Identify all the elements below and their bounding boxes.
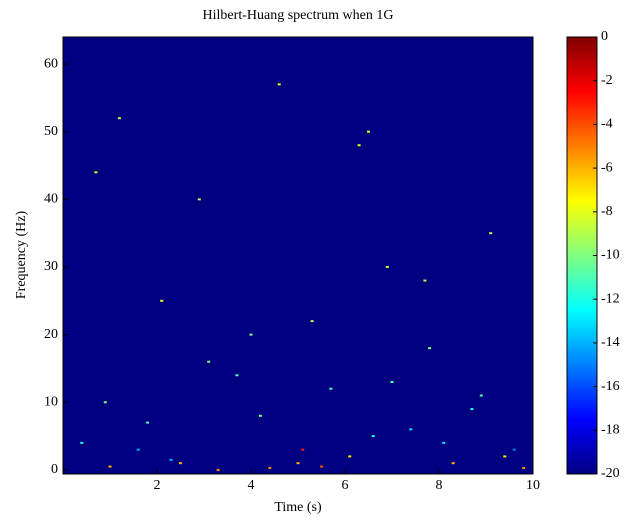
spectrum-point: [197, 198, 201, 201]
y-tick-label: 60: [44, 56, 58, 71]
spectrum-point: [80, 441, 84, 444]
y-tick-label: 40: [44, 192, 58, 207]
colorbar-tick-label: -6: [601, 160, 613, 175]
spectrum-point: [169, 458, 173, 461]
spectrum-point: [108, 465, 112, 468]
plot-background: [63, 37, 533, 474]
spectrum-point: [301, 448, 305, 451]
x-tick-label: 2: [154, 478, 161, 493]
spectrum-point: [423, 279, 427, 282]
spectrum-point: [479, 394, 483, 397]
spectrum-point: [409, 428, 413, 431]
spectrum-point: [522, 466, 526, 469]
spectrum-point: [357, 144, 361, 147]
colorbar-tick-label: -10: [601, 248, 620, 263]
colorbar-tick-label: -4: [601, 117, 613, 132]
y-tick-label: 0: [51, 462, 58, 477]
colorbar-tick-label: -12: [601, 291, 620, 306]
spectrum-point: [216, 468, 220, 471]
spectrum-point: [179, 462, 182, 465]
spectrum-point: [94, 171, 98, 174]
y-axis-label: Frequency (Hz): [14, 211, 29, 300]
colorbar: [566, 36, 598, 475]
y-tick-label: 20: [44, 327, 58, 342]
colorbar-tick-label: 0: [601, 29, 608, 44]
chart-title: Hilbert-Huang spectrum when 1G: [203, 8, 394, 23]
colorbar-tick-label: -20: [601, 466, 620, 481]
spectrum-point: [146, 421, 150, 424]
spectrum-point: [235, 374, 239, 377]
spectrum-point: [428, 347, 432, 350]
spectrum-point: [160, 299, 164, 302]
spectrum-point: [470, 408, 474, 411]
spectrum-point: [442, 441, 446, 444]
spectrum-point: [390, 381, 394, 383]
colorbar-tick-label: -8: [601, 204, 613, 219]
y-tick-label: 30: [44, 259, 58, 274]
spectrum-point: [451, 462, 455, 465]
colorbar-tick-label: -16: [601, 379, 620, 394]
x-tick-label: 6: [342, 478, 349, 493]
x-tick-label: 4: [248, 478, 255, 493]
spectrum-point: [117, 117, 121, 120]
spectrum-point: [503, 455, 507, 458]
x-tick-label: 8: [436, 478, 443, 493]
spectrum-point: [367, 130, 370, 133]
y-tick-label: 10: [44, 395, 58, 410]
spectrum-point: [371, 435, 375, 438]
spectrum-point: [277, 83, 281, 86]
plot-frame: [62, 36, 534, 475]
y-tick-label: 50: [44, 124, 58, 139]
colorbar-tick-label: -2: [601, 73, 613, 88]
spectrum-point: [385, 266, 389, 268]
spectrum-point: [296, 462, 300, 465]
spectrum-point: [320, 465, 323, 468]
colorbar-tick-label: -14: [601, 335, 620, 350]
spectrum-point: [207, 360, 211, 363]
spectrum-point: [258, 414, 262, 417]
spectrum-point: [136, 448, 140, 451]
colorbar-tick-label: -18: [601, 423, 620, 438]
x-tick-label: 10: [526, 478, 540, 493]
spectrum-point: [268, 466, 272, 469]
spectrum-point: [103, 401, 107, 404]
spectrum-point: [310, 320, 314, 323]
spectrum-point: [489, 232, 493, 235]
spectrum-point: [512, 448, 516, 451]
spectrum-point: [329, 387, 333, 390]
spectrum-point: [249, 333, 253, 336]
spectrum-point: [348, 455, 352, 458]
x-axis-label: Time (s): [274, 500, 322, 515]
